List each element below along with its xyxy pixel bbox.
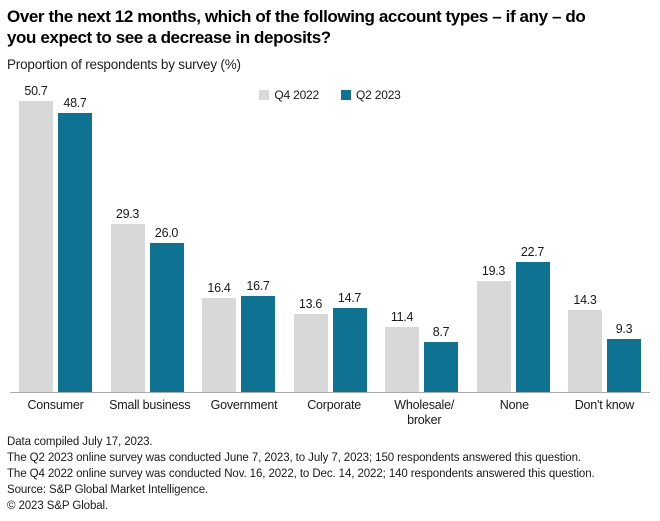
bar-column: 13.6 <box>293 297 328 392</box>
bar-column: 11.4 <box>385 310 419 392</box>
category-label-text: Government <box>210 398 278 412</box>
value-label: 48.7 <box>63 95 87 110</box>
bar-group: 13.6 14.7 <box>293 290 367 392</box>
bar <box>332 307 367 392</box>
footnote-line: © 2023 S&P Global. <box>7 500 109 512</box>
category-label-text: Small business <box>109 398 191 412</box>
bar-group: 11.4 8.7 <box>385 310 458 392</box>
bar-column: 16.7 <box>241 279 275 392</box>
value-label: 19.3 <box>481 264 506 279</box>
plot-groups: 50.7 48.7 29.3 26.0 16.4 16.7 13.6 14.7 11.4 8.7 1… <box>19 84 641 392</box>
value-label: 50.7 <box>24 84 48 99</box>
bar-column: 9.3 <box>607 322 641 392</box>
bar-column: 22.7 <box>515 244 550 392</box>
bar <box>568 310 602 392</box>
bar <box>58 112 92 392</box>
legend-label: Q4 2022 <box>274 88 319 102</box>
bar <box>241 296 275 392</box>
bar-group: 19.3 22.7 <box>476 244 550 392</box>
legend-label: Q2 2023 <box>356 88 401 102</box>
bar-group: 50.7 48.7 <box>19 84 92 392</box>
bar-chart: 50.7 48.7 29.3 26.0 16.4 16.7 13.6 14.7 11.4 8.7 1… <box>10 84 650 393</box>
bar-group: 29.3 26.0 <box>110 206 184 392</box>
bar <box>476 281 511 392</box>
bar <box>110 223 145 392</box>
bar-column: 50.7 <box>19 84 53 392</box>
category-label: Consumer <box>19 398 92 428</box>
bar-column: 14.3 <box>568 293 602 392</box>
category-label: Government <box>207 398 280 428</box>
category-label: Corporate <box>298 398 371 428</box>
legend-swatch-icon <box>341 90 351 100</box>
category-label: None <box>478 398 551 428</box>
footnote-line: Data compiled July 17, 2023. <box>7 436 153 448</box>
category-label-text: None <box>499 398 529 412</box>
category-label-text: Wholesale/ broker <box>394 398 455 427</box>
value-label: 29.3 <box>115 206 140 221</box>
bar-group: 14.3 9.3 <box>568 293 641 392</box>
bar <box>515 261 550 392</box>
value-label: 9.3 <box>615 321 633 336</box>
bar-column: 16.4 <box>202 281 236 392</box>
bar <box>19 101 53 392</box>
bar-column: 29.3 <box>110 206 145 392</box>
value-label: 22.7 <box>520 244 545 259</box>
value-label: 26.0 <box>154 225 179 240</box>
legend-item: Q4 2022 <box>259 88 319 102</box>
value-label: 16.4 <box>207 280 231 295</box>
footnote-line: Source: S&P Global Market Intelligence. <box>7 484 209 496</box>
legend-swatch-icon <box>259 90 270 100</box>
bar <box>607 338 641 392</box>
value-label: 14.7 <box>337 290 362 305</box>
category-label: Wholesale/ broker <box>388 398 461 428</box>
category-label: Small business <box>109 398 190 428</box>
legend: Q4 2022 Q2 2023 <box>0 88 660 102</box>
bar <box>202 297 236 392</box>
chart-title: Over the next 12 months, which of the fo… <box>7 7 586 47</box>
footnotes: Data compiled July 17, 2023. The Q2 2023… <box>7 434 655 514</box>
bar-group: 16.4 16.7 <box>202 279 275 392</box>
category-axis: Consumer Small business Government Corporat… <box>19 398 641 428</box>
value-label: 11.4 <box>390 309 414 324</box>
bar-column: 19.3 <box>476 264 511 392</box>
value-label: 13.6 <box>298 297 323 311</box>
legend-item: Q2 2023 <box>341 88 401 102</box>
category-label-text: Corporate <box>307 398 361 412</box>
bar-column: 26.0 <box>149 225 184 392</box>
category-label-text: Don't know <box>574 398 635 412</box>
footnote-line: The Q2 2023 online survey was conducted … <box>7 452 581 464</box>
bar-column: 8.7 <box>424 325 458 392</box>
bar <box>385 326 419 392</box>
value-label: 14.3 <box>573 293 597 307</box>
value-label: 16.7 <box>246 279 270 294</box>
bar-column: 14.7 <box>332 290 367 392</box>
bar <box>149 242 184 392</box>
chart-subtitle: Proportion of respondents by survey (%) <box>7 57 241 72</box>
category-label: Don't know <box>568 398 641 428</box>
category-label-text: Consumer <box>27 398 84 412</box>
value-label: 8.7 <box>432 325 450 340</box>
bar <box>293 314 328 392</box>
bar-column: 48.7 <box>58 96 92 392</box>
footnote-line: The Q4 2022 online survey was conducted … <box>7 468 595 480</box>
bar <box>424 342 458 392</box>
